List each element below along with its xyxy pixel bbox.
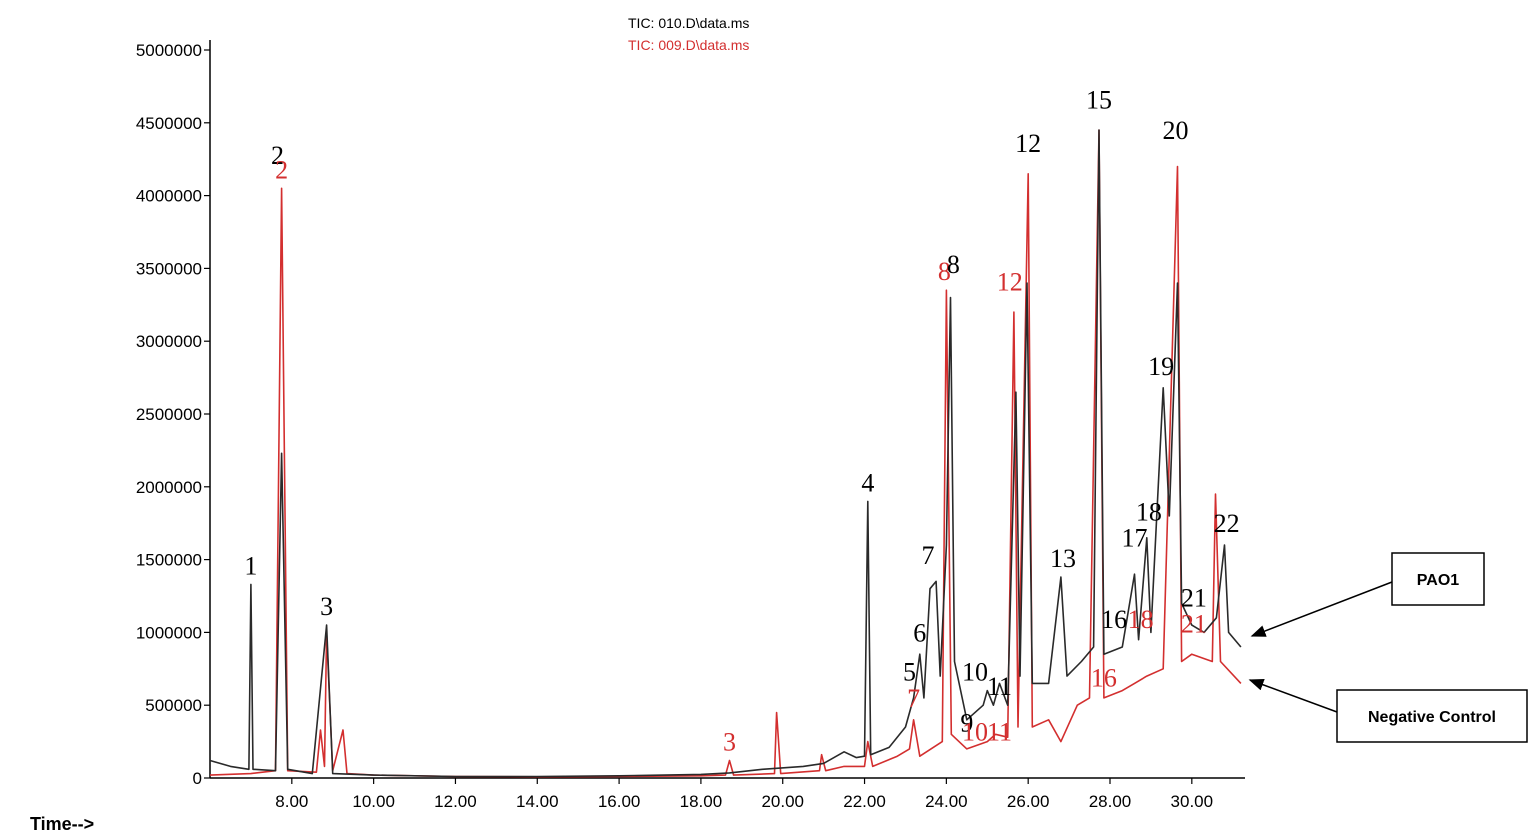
axes: 0 500000 1000000 1500000 2000000 2500000 30000…: [136, 40, 1245, 811]
x-tick-label: 24.00: [925, 792, 968, 811]
peak-label: 6: [913, 618, 926, 647]
peak-label: 20: [1162, 116, 1188, 145]
peak-label: 11: [987, 717, 1012, 746]
legend-entry-tic-009: TIC: 009.D\data.ms: [628, 37, 749, 53]
peak-label: 12: [1015, 129, 1041, 158]
x-tick-label: 10.00: [352, 792, 395, 811]
peak-label: 4: [861, 468, 874, 497]
peak-label: 8: [947, 250, 960, 279]
legend: TIC: 010.D\data.ms TIC: 009.D\data.ms: [628, 15, 749, 53]
callout-box-negative-control: [1336, 689, 1528, 743]
peak-label: 10: [962, 658, 988, 687]
peak-label: 9: [960, 709, 973, 738]
y-tick-label: 5000000: [136, 41, 202, 60]
callout-arrow-negative-control: [1248, 679, 1338, 713]
x-tick-label: 18.00: [680, 792, 723, 811]
y-tick-label: 3000000: [136, 332, 202, 351]
x-tick-label: 8.00: [275, 792, 308, 811]
peak-label: 17: [1122, 524, 1148, 553]
peak-label: 18: [1136, 497, 1162, 526]
y-tick-label: 0: [193, 769, 202, 788]
peak-label: 5: [903, 658, 916, 687]
peak-label: 2: [275, 155, 288, 184]
peak-label: 16: [1091, 663, 1117, 692]
callout-label-pao1: PAO1: [1417, 572, 1459, 589]
peak-label: 7: [907, 684, 920, 713]
x-tick-label: 12.00: [434, 792, 477, 811]
x-tick-label: 20.00: [761, 792, 804, 811]
peak-label: 11: [987, 672, 1012, 701]
x-tick-label: 30.00: [1171, 792, 1214, 811]
peak-label: 3: [723, 728, 736, 757]
peak-label: 13: [1050, 544, 1076, 573]
peak-label: 1: [244, 551, 257, 580]
series-layer: [209, 129, 1242, 778]
callouts: PAO1 Negative Control: [1248, 552, 1528, 743]
x-axis-label: Time-->: [30, 814, 94, 834]
peak-label: 8: [938, 257, 951, 286]
x-tick-label: 16.00: [598, 792, 641, 811]
peak-label: 16: [1101, 605, 1127, 634]
legend-entry-tic-010: TIC: 010.D\data.ms: [628, 15, 749, 31]
peak-label: 3: [320, 592, 333, 621]
peak-label: 12: [997, 267, 1023, 296]
x-tick-label: 22.00: [843, 792, 886, 811]
x-tick-label: 26.00: [1007, 792, 1050, 811]
peak-label: 19: [1148, 352, 1174, 381]
peak-label: 21: [1181, 610, 1207, 639]
y-tick-label: 2000000: [136, 478, 202, 497]
series-line-tic-009: [209, 129, 1242, 778]
y-tick-label: 2500000: [136, 405, 202, 424]
y-tick-label: 500000: [145, 696, 202, 715]
peak-label: 10: [962, 717, 988, 746]
peak-label: 18: [1128, 605, 1154, 634]
y-tick-label: 4000000: [136, 187, 202, 206]
y-tick-label: 1500000: [136, 551, 202, 570]
peak-label: 22: [1214, 509, 1240, 538]
x-tick-label: 14.00: [516, 792, 559, 811]
y-tick-label: 3500000: [136, 259, 202, 278]
series-line-tic-010: [209, 129, 1242, 778]
peak-label: 7: [921, 541, 934, 570]
y-tick-label: 4500000: [136, 114, 202, 133]
y-tick-label: 1000000: [136, 623, 202, 642]
callout-box-pao1: [1391, 552, 1485, 606]
peak-label: 2: [271, 141, 284, 170]
peak-label: 21: [1181, 583, 1207, 612]
x-tick-label: 28.00: [1089, 792, 1132, 811]
peak-label: 15: [1086, 85, 1112, 114]
callout-arrow-pao1: [1250, 581, 1393, 637]
callout-label-negative-control: Negative Control: [1368, 709, 1496, 726]
peak-labels: 1223345677889101011111212131516161718181…: [244, 85, 1239, 756]
